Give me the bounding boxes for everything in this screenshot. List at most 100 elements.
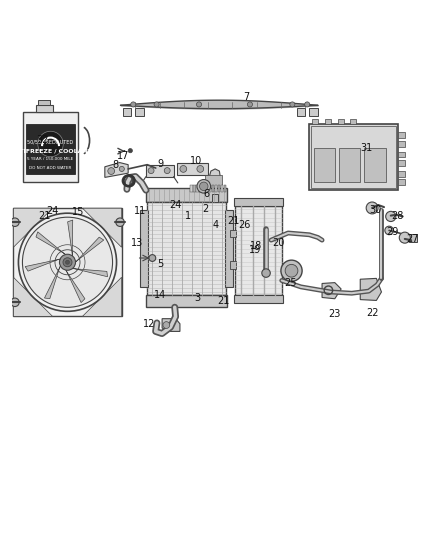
Bar <box>199 185 202 192</box>
Circle shape <box>180 166 187 172</box>
Bar <box>225 211 233 287</box>
Polygon shape <box>45 265 61 298</box>
Bar <box>309 108 318 116</box>
Bar <box>140 211 148 287</box>
Bar <box>135 108 144 116</box>
Text: 21: 21 <box>227 216 239 225</box>
Bar <box>146 295 226 307</box>
Circle shape <box>247 102 252 107</box>
Polygon shape <box>82 208 122 247</box>
Text: 24: 24 <box>170 200 182 210</box>
Bar <box>399 141 405 147</box>
Bar <box>208 185 211 192</box>
Text: 8: 8 <box>112 160 118 169</box>
Circle shape <box>119 166 124 172</box>
Bar <box>191 185 193 192</box>
Text: 1: 1 <box>185 212 191 221</box>
Text: 32: 32 <box>37 135 49 145</box>
Polygon shape <box>14 208 53 247</box>
Text: 23: 23 <box>328 309 341 319</box>
Bar <box>339 148 360 182</box>
Bar <box>202 185 205 192</box>
Text: 2: 2 <box>202 204 208 214</box>
Text: 6: 6 <box>204 189 210 198</box>
Bar <box>194 185 196 192</box>
Text: 22: 22 <box>366 308 378 318</box>
Circle shape <box>200 182 208 191</box>
Bar <box>399 151 405 157</box>
Bar <box>212 185 214 192</box>
Circle shape <box>197 166 204 172</box>
Polygon shape <box>25 259 61 271</box>
Bar <box>314 148 335 182</box>
Bar <box>215 185 217 192</box>
Bar <box>146 189 226 202</box>
Circle shape <box>262 269 270 277</box>
Circle shape <box>290 102 295 107</box>
Bar <box>399 171 405 176</box>
Circle shape <box>148 168 154 174</box>
Polygon shape <box>360 278 381 301</box>
Polygon shape <box>203 169 224 203</box>
Text: 21: 21 <box>38 211 50 221</box>
Bar <box>197 185 199 192</box>
Polygon shape <box>105 163 128 177</box>
Bar <box>338 119 344 124</box>
Text: 24: 24 <box>46 206 59 216</box>
Bar <box>224 185 226 192</box>
Text: 5: 5 <box>157 260 163 269</box>
Bar <box>35 105 53 112</box>
Circle shape <box>22 217 113 308</box>
Circle shape <box>385 226 393 235</box>
Text: 3: 3 <box>194 293 200 303</box>
Text: 27: 27 <box>406 234 418 244</box>
Circle shape <box>11 218 19 227</box>
Circle shape <box>11 298 19 306</box>
Bar <box>312 119 318 124</box>
Bar <box>123 108 131 116</box>
Bar <box>297 108 305 116</box>
Bar <box>399 179 405 185</box>
Bar <box>230 230 236 237</box>
Text: 7: 7 <box>244 92 250 102</box>
Circle shape <box>164 168 170 174</box>
Bar <box>399 132 405 139</box>
Circle shape <box>366 202 378 214</box>
Polygon shape <box>162 319 180 332</box>
Text: 20: 20 <box>272 238 285 248</box>
Circle shape <box>60 254 75 270</box>
Circle shape <box>149 255 156 261</box>
Circle shape <box>197 102 201 107</box>
Text: 19: 19 <box>249 245 261 255</box>
Circle shape <box>281 260 302 281</box>
Circle shape <box>197 180 211 193</box>
Text: 5 YEAR / 150,000 MILE: 5 YEAR / 150,000 MILE <box>28 157 74 161</box>
Circle shape <box>386 212 396 222</box>
Bar <box>205 185 208 192</box>
Circle shape <box>163 321 170 328</box>
Circle shape <box>66 260 70 264</box>
Bar <box>409 235 417 242</box>
Text: 9: 9 <box>157 159 163 169</box>
Text: DO NOT ADD WATER: DO NOT ADD WATER <box>29 166 72 169</box>
Bar <box>230 261 236 269</box>
Text: 21: 21 <box>217 296 230 306</box>
Bar <box>147 202 226 295</box>
Bar <box>146 165 173 176</box>
Text: ANTIFREEZE / COOLANT: ANTIFREEZE / COOLANT <box>9 148 92 153</box>
Polygon shape <box>14 277 53 316</box>
Bar <box>350 119 357 124</box>
Bar <box>218 185 220 192</box>
Bar <box>212 195 218 202</box>
Circle shape <box>154 102 159 107</box>
Text: 10: 10 <box>190 156 202 166</box>
Polygon shape <box>36 232 66 255</box>
Circle shape <box>108 168 115 174</box>
Bar <box>235 206 282 295</box>
Bar <box>325 119 331 124</box>
Circle shape <box>305 102 310 107</box>
Text: 29: 29 <box>386 227 398 237</box>
Bar <box>221 185 223 192</box>
Polygon shape <box>322 282 341 298</box>
Bar <box>309 124 399 190</box>
